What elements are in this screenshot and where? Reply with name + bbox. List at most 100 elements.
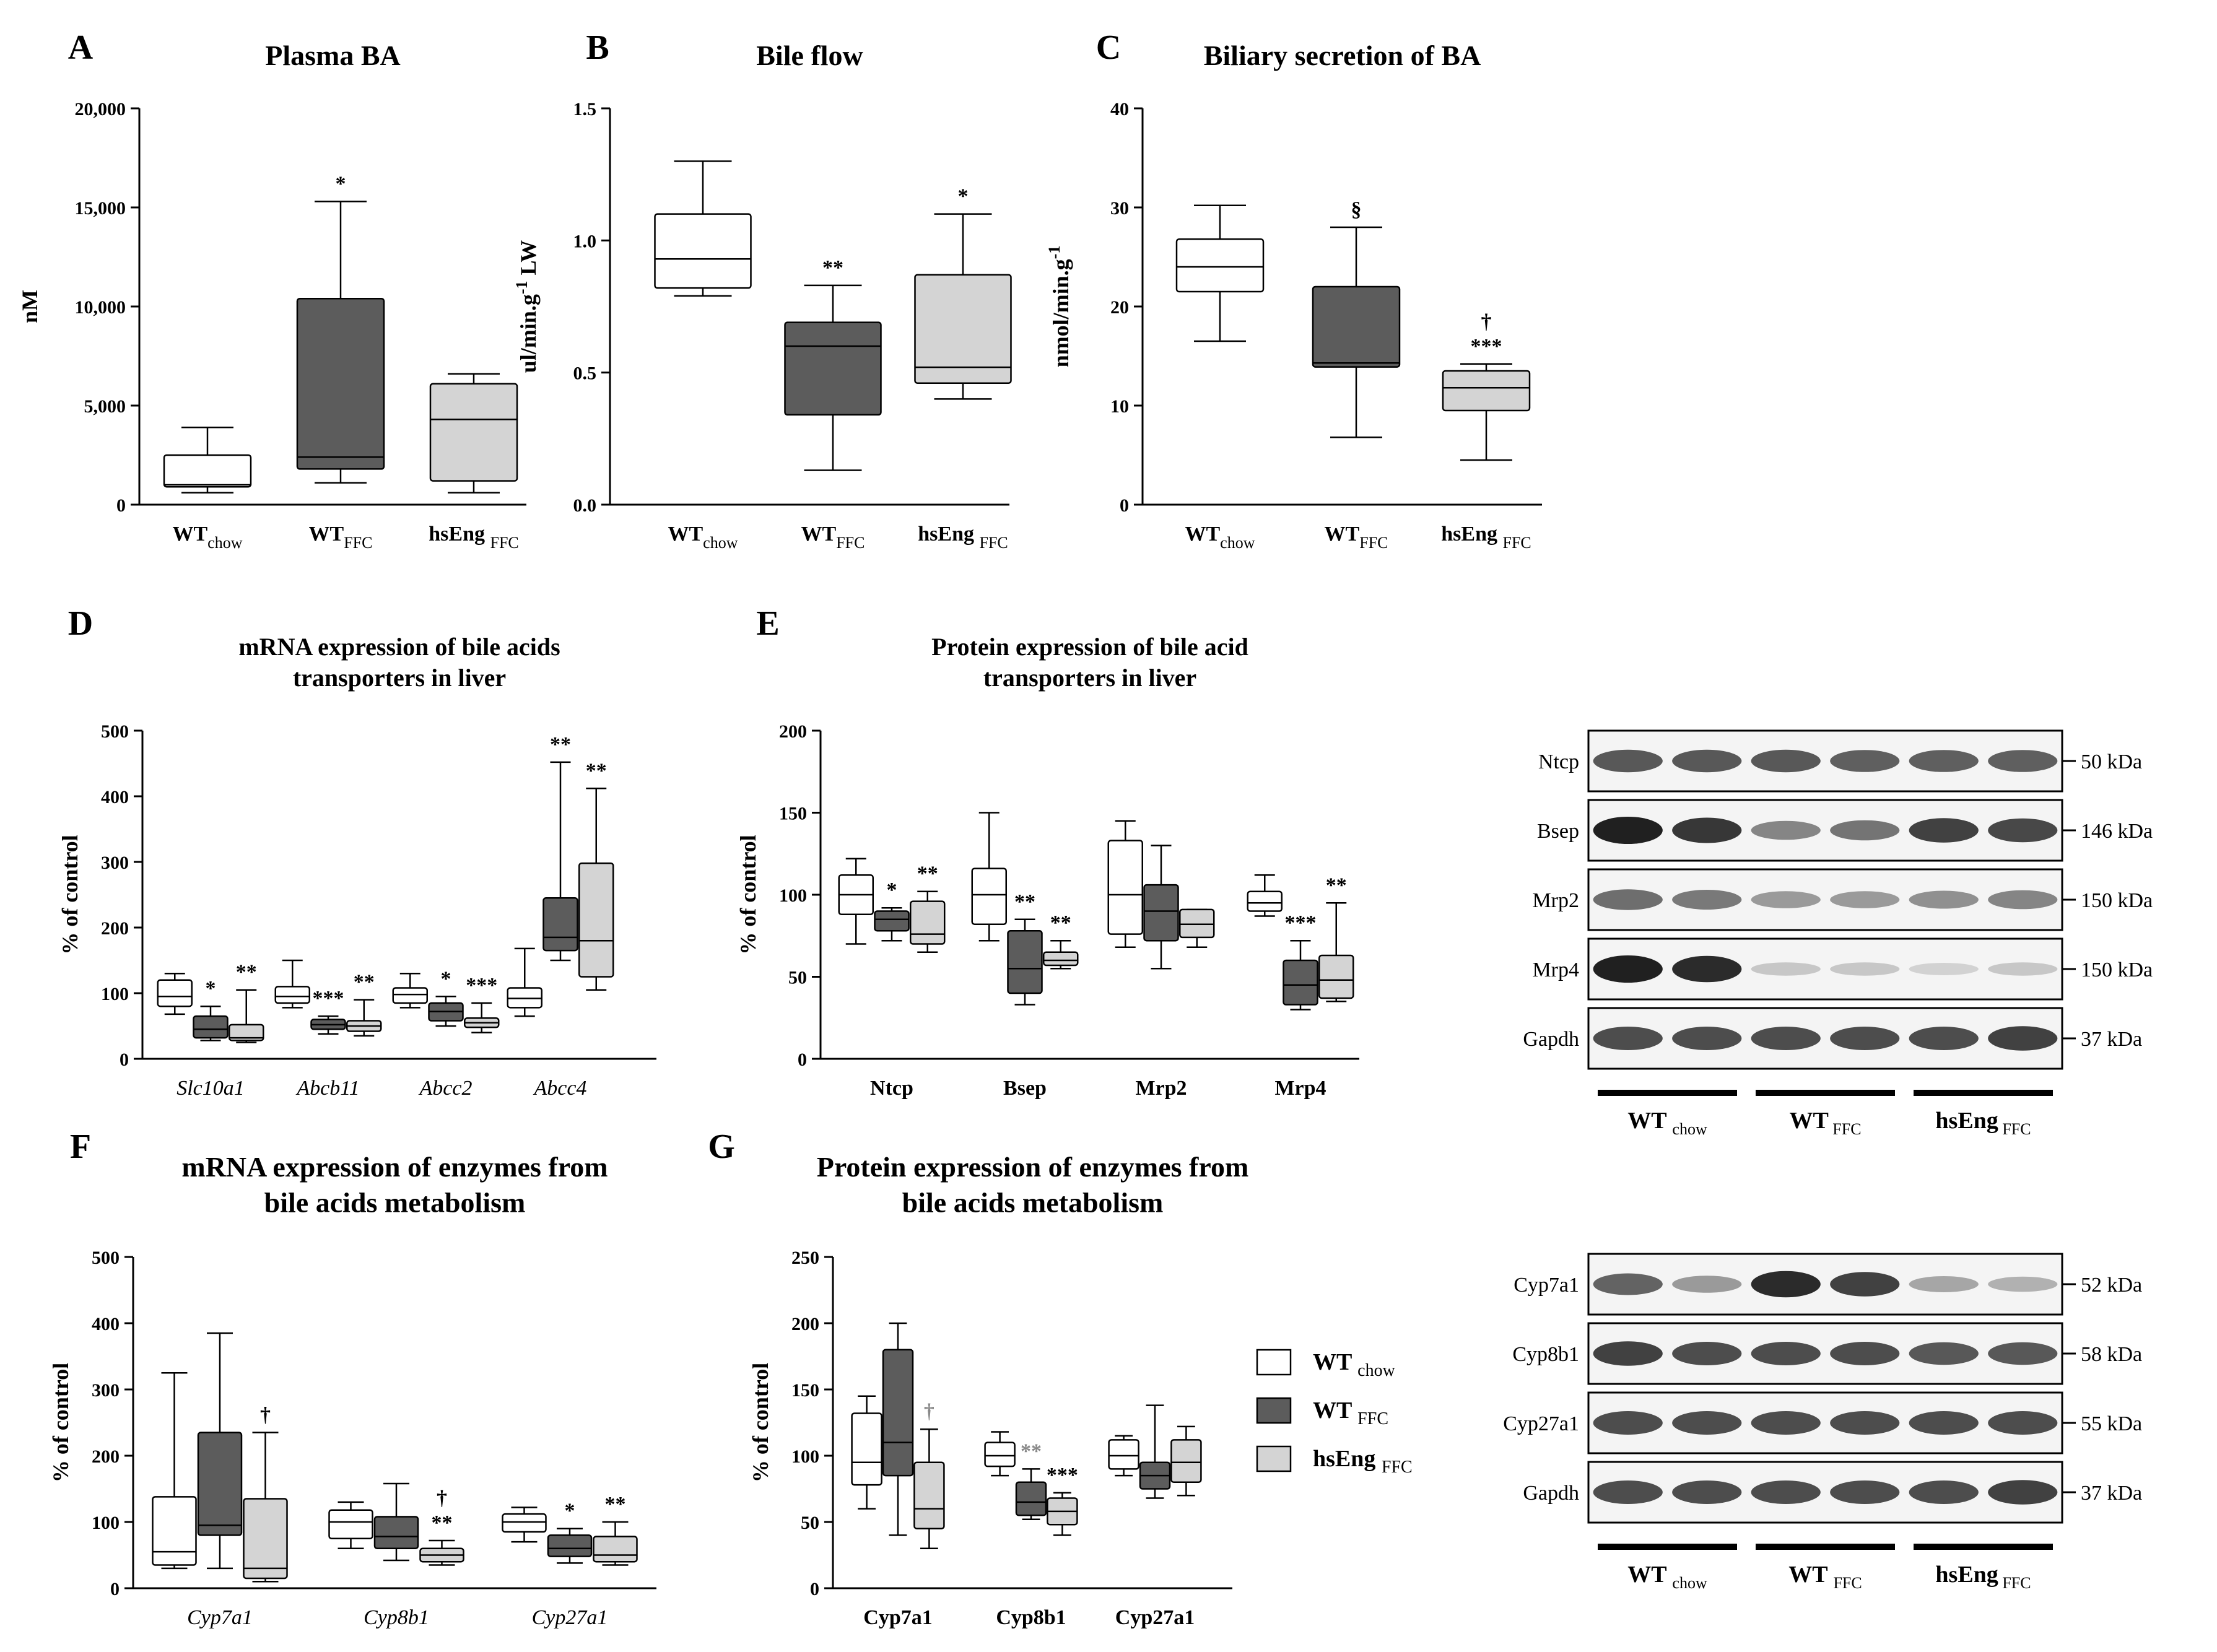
y-axis-label-C: nmol/min.g-1 (1045, 246, 1073, 368)
box-D-1-0 (274, 959, 310, 1009)
significance-mark: † (924, 1400, 934, 1423)
blot-band (1830, 962, 1900, 976)
significance-mark: ** (917, 863, 938, 885)
box-iqr (1179, 908, 1215, 939)
box-iqr (328, 1509, 373, 1539)
x-tick-label-D: Abcc4 (533, 1077, 587, 1100)
chart-title-G: Protein expression of enzymes from bile a… (817, 1151, 1249, 1219)
western-blot-E-blot: Ntcp 50 kDa Bsep 146 kDa Mrp2 150 kDa Mrp4 150 … (1523, 729, 2153, 1138)
x-tick-label-F: Cyp8b1 (364, 1606, 429, 1629)
blot-band (1751, 1271, 1821, 1298)
blot-group-label: WT chow (1627, 1562, 1707, 1592)
significance-mark: ** (432, 1511, 453, 1534)
blot-kda-label: 52 kDa (2081, 1274, 2142, 1297)
x-tick-label-B: WTchow (668, 523, 738, 552)
significance-mark: ** (605, 1493, 626, 1516)
panel-letter-A: A (68, 28, 94, 67)
blot-group-sub: FFC (1833, 1574, 1862, 1592)
x-label-main: hsEng (1441, 523, 1502, 546)
chart-title-E: Protein expression of bile acid transport… (931, 633, 1248, 692)
box-E-0-2: ** (910, 863, 946, 953)
box-A-1-0: * (296, 172, 385, 484)
chart-G: G Protein expression of enzymes from bile … (708, 1128, 1248, 1629)
blot-band (1593, 1480, 1663, 1504)
chart-title-line: Plasma BA (265, 40, 401, 71)
legend-label-main: hsEng (1313, 1446, 1382, 1472)
blot-band (1988, 1276, 2058, 1292)
x-label-main: Bsep (1003, 1077, 1047, 1100)
chart-A: A Plasma BA05,00010,00015,00020,000nMWTch… (17, 28, 526, 552)
y-tick-label-C: 10 (1110, 396, 1129, 417)
significance-mark: * (206, 977, 216, 1000)
blot-band (1593, 1341, 1663, 1366)
significance-mark: ** (1050, 911, 1071, 934)
y-tick-label-E: 100 (779, 885, 807, 906)
blot-group-bar (1914, 1090, 2053, 1096)
legend-label-main: WT (1313, 1398, 1357, 1424)
blot-membrane (1587, 1253, 2063, 1316)
y-tick-label-A: 5,000 (84, 396, 126, 417)
blot-band (1830, 1480, 1900, 1504)
box-iqr (1283, 959, 1318, 1006)
significance-mark-secondary: † (437, 1487, 447, 1510)
blot-band (1909, 1342, 1979, 1365)
box-iqr (547, 1534, 593, 1557)
y-label-part: ul/min.g (516, 294, 541, 373)
box-D-0-0 (157, 972, 193, 1015)
box-iqr (157, 979, 193, 1007)
blot-kda-label: 150 kDa (2081, 959, 2153, 981)
blot-kda-label: 50 kDa (2081, 750, 2142, 773)
blot-kda-label: 146 kDa (2081, 820, 2153, 843)
blot-band (1751, 749, 1821, 773)
box-iqr (971, 867, 1007, 925)
blot-band (1672, 1342, 1742, 1365)
y-label-part: nmol/min.g (1048, 259, 1073, 367)
box-iqr (882, 1349, 914, 1477)
box-E-2-0 (1107, 820, 1143, 949)
blot-group-sub: FFC (1998, 1120, 2031, 1138)
blot-band (1672, 817, 1742, 843)
legend-label: WT chow (1313, 1349, 1396, 1380)
legend: WT chow WT FFC hsEng FFC (1256, 1349, 1413, 1477)
blot-band (1593, 889, 1663, 910)
y-axis-label-G: % of control (748, 1363, 773, 1482)
panel-letter-C: C (1096, 28, 1121, 67)
blot-membrane (1587, 1391, 2063, 1454)
x-label-main: WT (801, 523, 837, 546)
blot-band (1909, 1480, 1979, 1504)
blot-band (1830, 891, 1900, 908)
y-tick-label-G: 100 (791, 1446, 819, 1467)
box-iqr (392, 987, 428, 1004)
x-tick-label-A: hsEng FFC (429, 523, 519, 552)
y-tick-label-D: 200 (101, 918, 129, 939)
significance-mark: ** (236, 961, 257, 984)
box-C-0-0 (1175, 204, 1265, 342)
box-G-1-2: *** (1047, 1464, 1078, 1536)
significance-mark: ** (822, 256, 843, 279)
legend-label: WT FFC (1313, 1398, 1388, 1428)
box-G-0-1 (882, 1322, 914, 1536)
box-F-1-1 (373, 1482, 419, 1562)
y-axis-label-E: % of control (736, 835, 760, 954)
blot-band (1830, 1272, 1900, 1297)
blot-band (1751, 891, 1821, 908)
y-tick-label-C: 0 (1120, 495, 1129, 516)
blot-band (1830, 750, 1900, 772)
blot-band (1593, 749, 1663, 773)
blot-band (1988, 1342, 2058, 1365)
blot-group-sub: chow (1672, 1120, 1707, 1138)
x-tick-label-C: WTchow (1185, 523, 1255, 552)
significance-mark: *** (466, 974, 497, 997)
box-iqr (243, 1498, 288, 1580)
significance-mark: ** (354, 971, 375, 994)
blot-membrane (1587, 729, 2063, 793)
blot-row: Mrp2 150 kDa (1532, 868, 2153, 931)
legend-label-sub: FFC (1382, 1458, 1413, 1477)
box-E-3-0 (1247, 874, 1283, 917)
x-tick-label-B: WTFFC (801, 523, 865, 552)
box-iqr (578, 862, 614, 978)
box-iqr (1143, 884, 1179, 942)
legend-swatch (1256, 1397, 1292, 1424)
box-iqr (1043, 951, 1079, 967)
chart-title-line: Protein expression of bile acid (931, 633, 1248, 661)
